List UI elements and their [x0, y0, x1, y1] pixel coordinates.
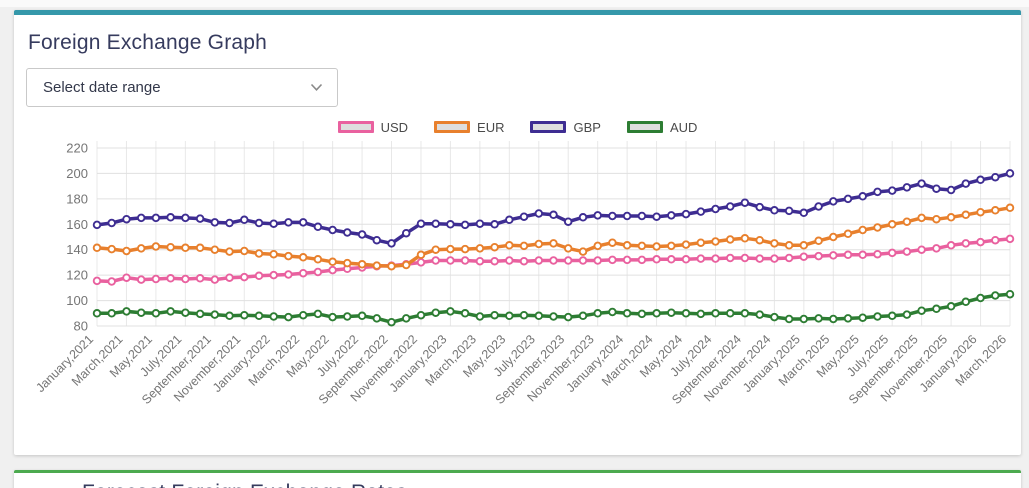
- gbp-legend-swatch-icon: [530, 121, 567, 133]
- page-title: Foreign Exchange Graph: [28, 31, 268, 54]
- series-points-aud: [92, 289, 1015, 327]
- date-range-select-value: Select date range: [43, 79, 161, 96]
- eur-legend-swatch-icon: [434, 121, 471, 133]
- legend-label: EUR: [477, 119, 505, 135]
- legend-item-gbp[interactable]: GBP: [530, 119, 601, 135]
- usd-legend-swatch-icon: [337, 121, 374, 133]
- chart-area[interactable]: January,2021 March,2021 May,2021 July,2021 S…: [14, 138, 1021, 458]
- fx-graph-card: Foreign Exchange Graph Select date range…: [14, 10, 1021, 455]
- y-axis-label: 220: [66, 141, 88, 156]
- forecast-card: Forecast Foreign Exchange Rates: [14, 470, 1021, 488]
- legend-label: AUD: [669, 119, 698, 135]
- y-axis-label: 80: [74, 319, 88, 334]
- date-range-select[interactable]: Select date range: [26, 68, 338, 107]
- forecast-section-title: Forecast Foreign Exchange Rates: [82, 481, 407, 488]
- fx-line-chart[interactable]: January,2021March,2021May,2021July,2021S…: [14, 138, 1021, 458]
- series-points-usd: [92, 234, 1015, 286]
- y-axis-label: 200: [66, 166, 88, 181]
- legend-item-aud[interactable]: AUD: [626, 119, 698, 135]
- top-strip: [0, 0, 1029, 7]
- chart-legend: USD EUR GBP AUD: [14, 116, 1021, 138]
- legend-item-usd[interactable]: USD: [337, 119, 409, 135]
- legend-label: GBP: [573, 119, 601, 135]
- y-axis-label: 160: [66, 217, 88, 232]
- aud-legend-swatch-icon: [626, 121, 663, 133]
- y-axis-label: 140: [66, 242, 88, 257]
- legend-item-eur[interactable]: EUR: [434, 120, 504, 135]
- legend-label: USD: [380, 119, 409, 135]
- series-points-eur: [92, 203, 1015, 271]
- y-axis-label: 180: [66, 191, 88, 206]
- series-line-gbp: [95, 171, 1012, 246]
- y-axis-label: 100: [66, 293, 88, 308]
- y-axis-label: 120: [66, 268, 88, 283]
- series-points-gbp: [92, 169, 1015, 248]
- gridlines: [96, 141, 1011, 327]
- chevron-down-icon: [310, 83, 323, 91]
